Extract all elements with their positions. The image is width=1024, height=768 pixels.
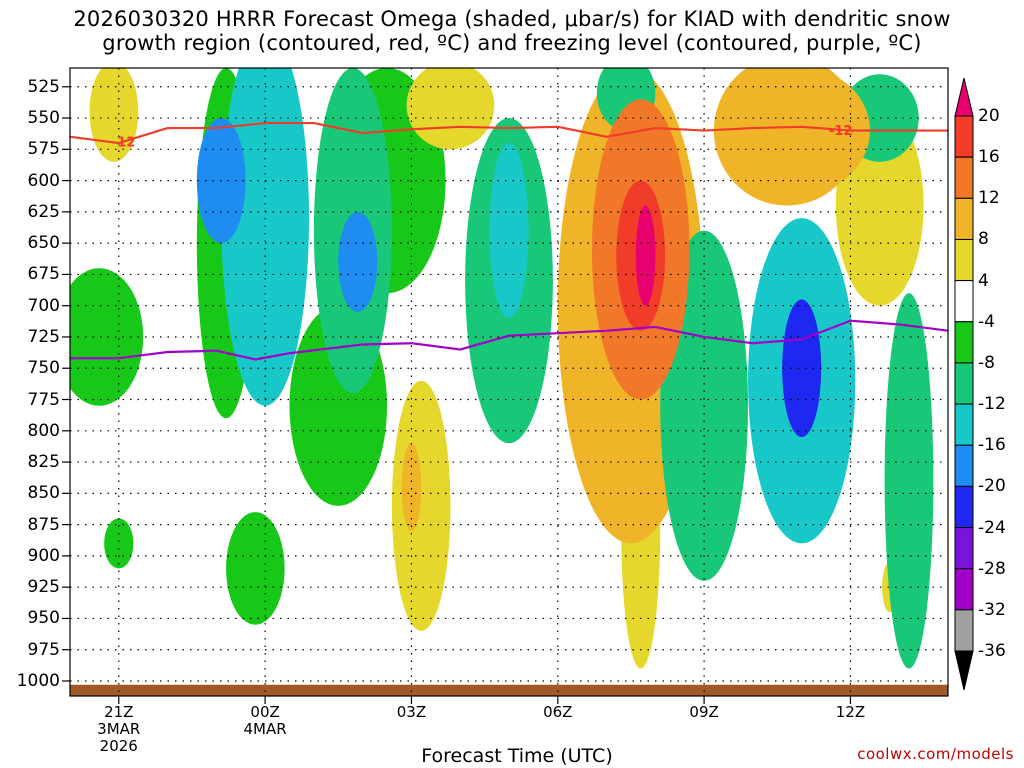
colorbar-tick-label: -24 bbox=[978, 517, 1006, 538]
contour-label: -12 bbox=[112, 136, 136, 151]
x-tick-label: 2026 bbox=[99, 737, 138, 755]
x-tick-label: 06Z bbox=[543, 703, 573, 721]
y-tick-label: 975 bbox=[27, 639, 60, 660]
chart-title-line1: 2026030320 HRRR Forecast Omega (shaded, … bbox=[73, 7, 951, 31]
y-tick-label: 675 bbox=[27, 264, 60, 285]
colorbar-segment bbox=[954, 197, 974, 240]
y-tick-label: 650 bbox=[27, 233, 60, 254]
colorbar-bottom-triangle bbox=[954, 650, 974, 691]
colorbar-tick-label: 4 bbox=[978, 270, 989, 291]
omega-cell bbox=[89, 68, 139, 162]
dgz-minus12-contour bbox=[70, 121, 948, 145]
colorbar-segment bbox=[954, 444, 974, 487]
y-tick-label: 700 bbox=[27, 295, 60, 316]
y-tick-label: 1000 bbox=[16, 670, 60, 691]
y-tick-label: 950 bbox=[27, 608, 60, 629]
chart-title-line2: growth region (contoured, red, ºC) and f… bbox=[102, 31, 922, 55]
colorbar-tick-label: -16 bbox=[978, 435, 1006, 456]
x-tick-label: 3MAR bbox=[97, 720, 141, 738]
y-tick-label: 600 bbox=[27, 170, 60, 191]
colorbar-segment bbox=[954, 485, 974, 529]
colorbar-tick-label: -28 bbox=[978, 558, 1006, 579]
contour-label: -12 bbox=[829, 124, 853, 139]
omega-cell bbox=[406, 68, 495, 150]
colorbar-tick-label: -32 bbox=[978, 599, 1006, 620]
x-tick-label: 12Z bbox=[835, 703, 866, 721]
colorbar-segment bbox=[954, 527, 974, 570]
x-tick-label: 00Z bbox=[250, 703, 280, 721]
omega-cell bbox=[221, 68, 309, 406]
y-tick-label: 575 bbox=[27, 139, 60, 160]
y-tick-label: 825 bbox=[27, 452, 60, 473]
colorbar-tick-label: 12 bbox=[978, 188, 1000, 209]
omega-cell bbox=[635, 205, 656, 306]
colorbar-top-triangle bbox=[954, 77, 974, 117]
colorbar-segment bbox=[954, 156, 974, 199]
ground-surface bbox=[70, 684, 948, 696]
omega-cell bbox=[70, 268, 144, 406]
omega-cell bbox=[401, 443, 422, 531]
colorbar-tick-label: -8 bbox=[978, 352, 995, 373]
y-tick-label: 875 bbox=[27, 514, 60, 535]
x-axis-title: Forecast Time (UTC) bbox=[421, 745, 613, 767]
x-tick-label: 09Z bbox=[689, 703, 719, 721]
y-tick-label: 750 bbox=[27, 358, 60, 379]
omega-cell bbox=[338, 211, 378, 312]
axis-ticks bbox=[62, 86, 852, 704]
colorbar bbox=[954, 77, 974, 691]
omega-shading bbox=[70, 68, 948, 696]
omega-cell bbox=[391, 380, 451, 631]
plot-frame bbox=[69, 67, 949, 697]
colorbar-tick-label: 16 bbox=[978, 147, 1000, 168]
colorbar-tick-label: -20 bbox=[978, 476, 1006, 497]
colorbar-tick-label: -4 bbox=[978, 311, 995, 332]
y-tick-label: 925 bbox=[27, 577, 60, 598]
colorbar-segment bbox=[954, 280, 974, 323]
y-tick-label: 900 bbox=[27, 545, 60, 566]
freezing-level-contour bbox=[70, 319, 948, 361]
colorbar-segment bbox=[954, 321, 974, 364]
omega-cell bbox=[104, 518, 134, 569]
y-tick-label: 775 bbox=[27, 389, 60, 410]
colorbar-tick-label: 8 bbox=[978, 229, 989, 250]
credit-link[interactable]: coolwx.com/models bbox=[857, 745, 1014, 763]
omega-cell bbox=[884, 293, 934, 669]
colorbar-segment bbox=[954, 609, 974, 652]
y-tick-label: 800 bbox=[27, 420, 60, 441]
omega-cell bbox=[733, 68, 870, 194]
colorbar-tick-label: -36 bbox=[978, 641, 1006, 661]
y-tick-label: 625 bbox=[27, 201, 60, 222]
omega-cell bbox=[782, 299, 822, 438]
x-tick-label: 4MAR bbox=[243, 720, 287, 738]
x-tick-label: 21Z bbox=[104, 703, 134, 721]
colorbar-segment bbox=[954, 568, 974, 611]
colorbar-tick-label: 20 bbox=[978, 106, 1000, 126]
colorbar-segment bbox=[954, 115, 974, 158]
y-tick-label: 525 bbox=[27, 76, 60, 97]
colorbar-tick-label: -12 bbox=[978, 394, 1006, 415]
colorbar-segment bbox=[954, 362, 974, 405]
y-tick-label: 550 bbox=[27, 108, 60, 129]
omega-cell bbox=[489, 143, 529, 319]
colorbar-segment bbox=[954, 403, 974, 446]
contour-lines: -12 -12 bbox=[70, 121, 948, 361]
y-tick-label: 850 bbox=[27, 483, 60, 504]
y-tick-label: 725 bbox=[27, 326, 60, 347]
x-tick-label: 03Z bbox=[396, 703, 427, 721]
omega-cell bbox=[226, 512, 285, 625]
colorbar-segment bbox=[954, 238, 974, 282]
